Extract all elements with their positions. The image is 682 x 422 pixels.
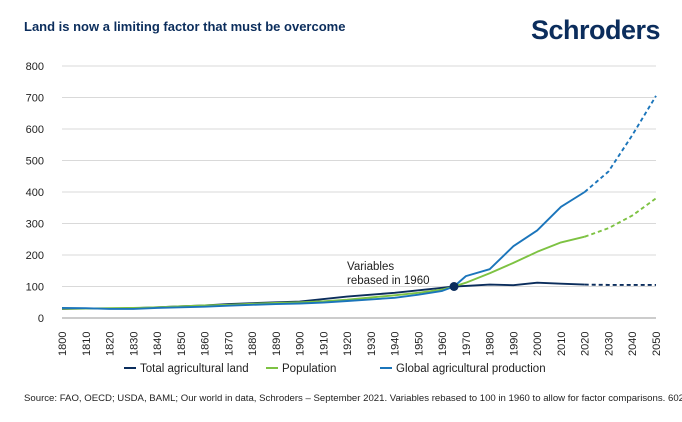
x-tick-label: 1920	[342, 332, 354, 356]
x-tick-label: 1940	[390, 332, 402, 356]
source-note: Source: FAO, OECD; USDA, BAML; Our world…	[24, 393, 682, 404]
y-tick-label: 0	[38, 313, 44, 325]
x-tick-label: 2020	[580, 332, 592, 356]
x-tick-label: 1820	[105, 332, 117, 356]
legend-label: Total agricultural land	[140, 363, 249, 375]
x-tick-label: 1890	[271, 332, 283, 356]
x-tick-label: 1950	[413, 332, 425, 356]
projection-line-population	[584, 197, 657, 238]
annotation-text: Variables	[347, 261, 394, 273]
y-tick-label: 300	[26, 219, 44, 231]
x-tick-label: 1830	[128, 332, 140, 356]
y-tick-label: 400	[26, 187, 44, 199]
x-tick-label: 2050	[651, 332, 663, 356]
y-tick-label: 200	[26, 250, 44, 262]
x-tick-label: 1880	[247, 332, 259, 356]
x-tick-label: 2010	[556, 332, 568, 356]
series-line-population	[62, 235, 585, 310]
x-tick-label: 1930	[366, 332, 378, 356]
x-tick-label: 1990	[508, 332, 520, 356]
x-tick-label: 1970	[461, 332, 473, 356]
y-tick-label: 500	[26, 156, 44, 168]
legend-label: Global agricultural production	[396, 363, 546, 375]
x-tick-label: 1850	[176, 332, 188, 356]
x-tick-label: 1980	[485, 332, 497, 356]
gridlines	[62, 65, 656, 287]
y-tick-label: 700	[26, 93, 44, 105]
y-tick-label: 600	[26, 124, 44, 136]
schroders-logo: Schroders	[530, 15, 661, 45]
x-tick-label: 1800	[57, 332, 69, 356]
projection-line-global-agricultural-production	[584, 95, 657, 193]
x-axis-ticks: 1800 1810 1820 1830 1840 1850 1860 1870 1880 1890…	[57, 332, 663, 356]
x-tick-label: 1960	[437, 332, 449, 356]
legend-label: Population	[282, 363, 336, 375]
chart-title: Land is now a limiting factor that must …	[24, 19, 346, 34]
series-lines	[61, 95, 657, 310]
x-tick-label: 2000	[532, 332, 544, 356]
legend: Total agricultural land Population Global …	[124, 363, 546, 375]
x-tick-label: 1870	[223, 332, 235, 356]
y-tick-label: 800	[26, 61, 44, 73]
x-tick-label: 1900	[295, 332, 307, 356]
x-tick-label: 2030	[603, 332, 615, 356]
rebase-point-marker	[449, 282, 459, 291]
series-line-global-agricultural-production	[61, 191, 586, 310]
x-tick-label: 1910	[318, 332, 330, 356]
y-axis-ticks: 0 100 200 300 400 500 600 700 800	[26, 61, 44, 325]
x-tick-label: 1840	[152, 332, 164, 356]
x-tick-label: 1860	[200, 332, 212, 356]
x-tick-label: 1810	[81, 332, 93, 356]
x-tick-label: 2040	[627, 332, 639, 356]
y-tick-label: 100	[26, 282, 44, 294]
annotation-text: rebased in 1960	[347, 275, 429, 287]
annotation: Variables rebased in 1960	[347, 261, 459, 291]
